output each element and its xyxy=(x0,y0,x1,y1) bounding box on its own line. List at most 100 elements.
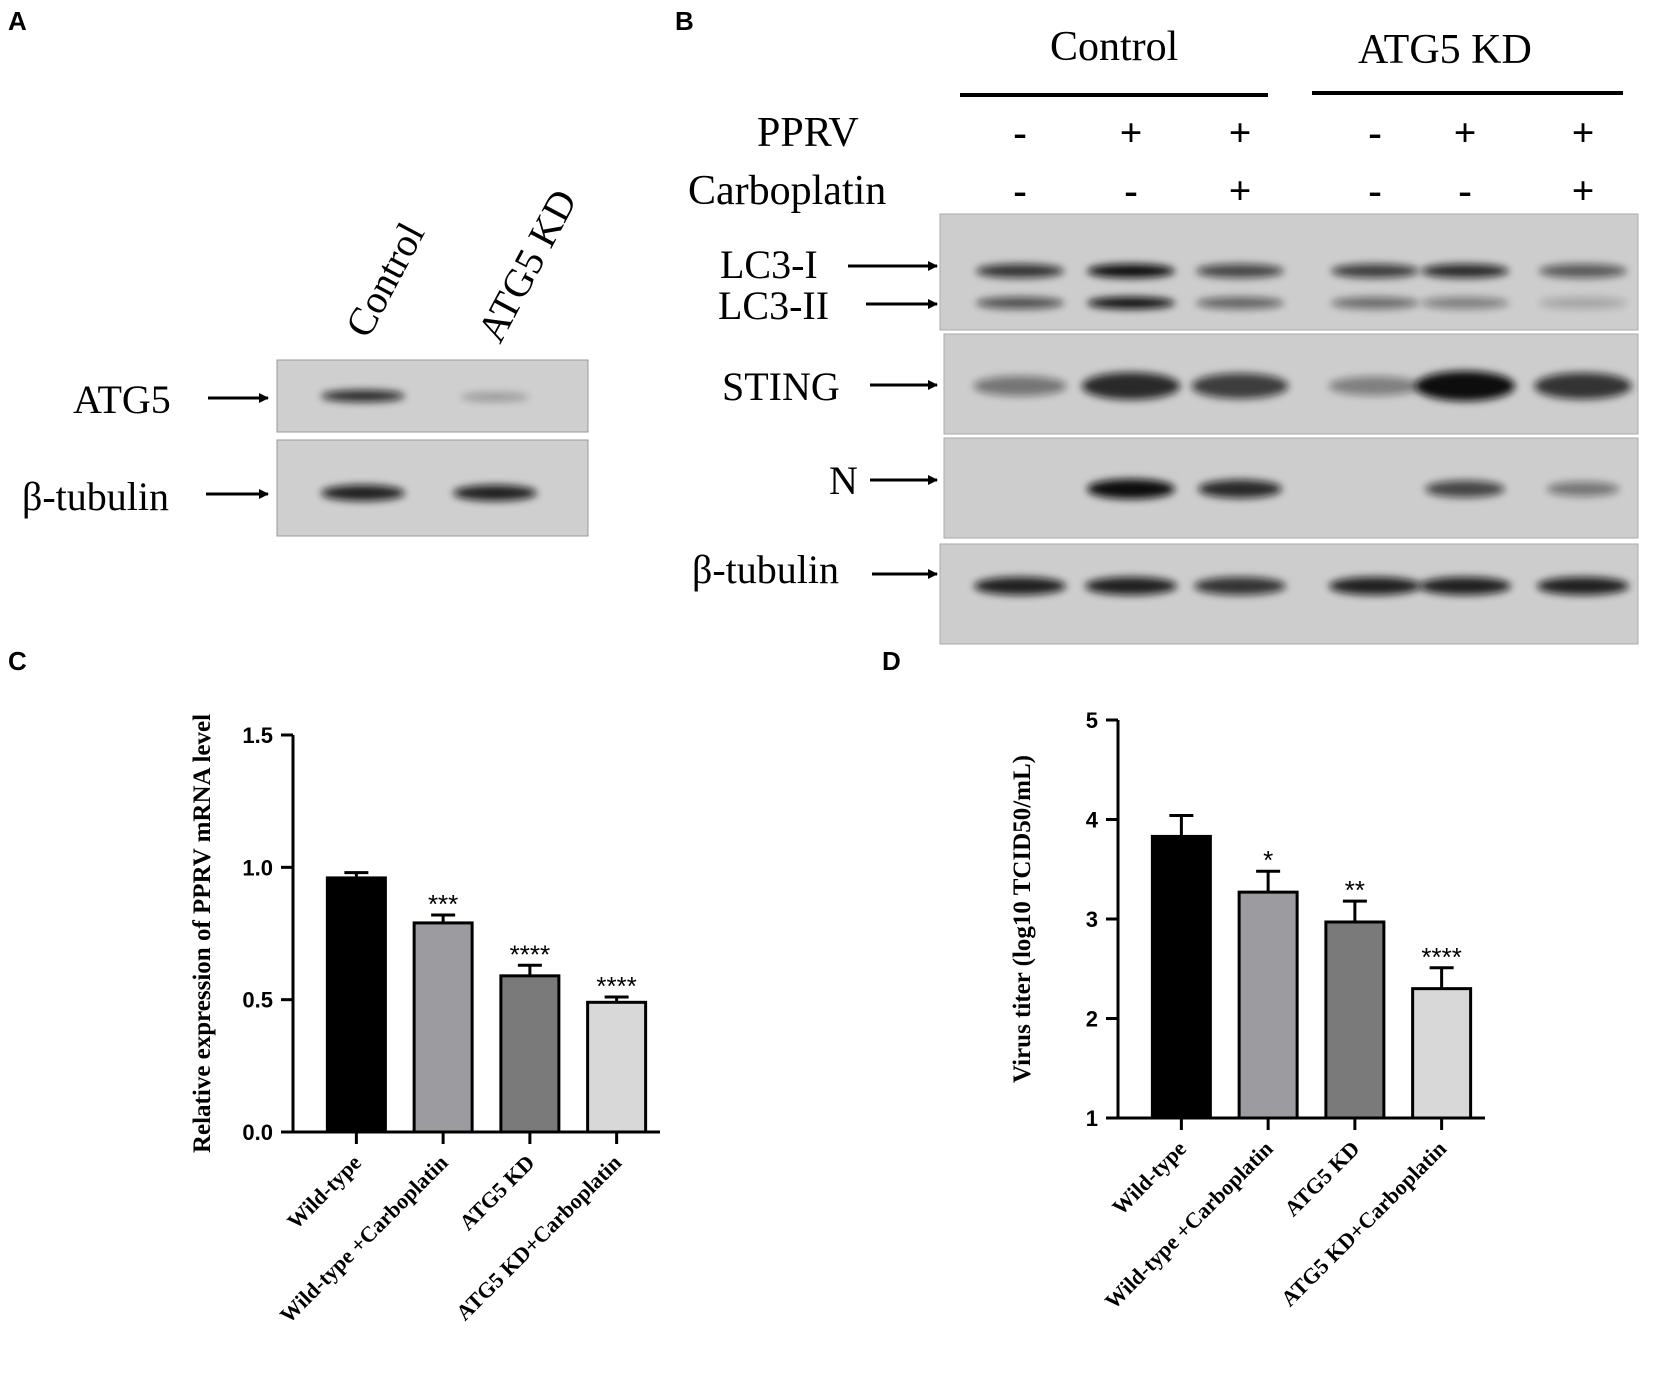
band-lc3-ii-lane-2 xyxy=(1087,297,1175,309)
panel-b-label-lc3-ii: LC3-II xyxy=(718,283,829,328)
y-axis-label: Relative expression of PPRV mRNA level xyxy=(189,714,216,1153)
x-tick-label-1: Wild-type xyxy=(282,1150,366,1234)
panel-b-condition-pprv-lane-5: + xyxy=(1454,110,1477,155)
panel-label-b: B xyxy=(675,6,694,36)
panel-a: Control ATG5 KD ATG5 β-tubulin xyxy=(22,182,589,537)
panel-a-lane-label-atg5kd: ATG5 KD xyxy=(468,182,585,349)
panel-b-bands xyxy=(973,264,1632,595)
panel-a-band-tubulin-kd xyxy=(453,485,537,501)
panel-b-condition-pprv-lane-6: + xyxy=(1572,110,1595,155)
band-sting-lane-1 xyxy=(973,375,1067,397)
band-tubulin-lane-4 xyxy=(1329,577,1421,595)
x-tick-label-4: ATG5 KD+Carboplatin xyxy=(451,1150,626,1325)
band-lc3-i-lane-3 xyxy=(1196,264,1284,278)
band-tubulin-lane-3 xyxy=(1194,577,1286,595)
panel-b-condition-pprv-lane-2: + xyxy=(1120,110,1143,155)
panel-a-lane-label-control: Control xyxy=(336,215,433,344)
panel-label-d: D xyxy=(882,646,901,676)
panel-b-condition-carboplatin-lane-2: - xyxy=(1124,168,1137,213)
y-tick-label: 5 xyxy=(1086,708,1098,733)
y-tick-label: 0.5 xyxy=(242,988,273,1013)
band-n-lane-3 xyxy=(1198,479,1282,499)
panel-b: Control ATG5 KD PPRV Carboplatin - + + - + + -… xyxy=(688,24,1639,645)
significance-label-4: **** xyxy=(1421,942,1461,972)
bar-2 xyxy=(412,921,474,1134)
x-tick-label-3: ATG5 KD xyxy=(454,1150,539,1235)
panel-a-band-atg5-kd xyxy=(461,393,529,401)
panel-b-condition-carboplatin-lane-4: - xyxy=(1368,168,1381,213)
panel-b-condition-carboplatin-lane-6: + xyxy=(1572,168,1595,213)
band-sting-lane-3 xyxy=(1191,373,1289,399)
band-n-lane-5 xyxy=(1425,480,1505,498)
band-tubulin-lane-2 xyxy=(1085,577,1177,595)
y-tick-label: 1 xyxy=(1086,1106,1098,1131)
chart-d: 1 2 3 4 5 Virus titer (log10 TCID50/mL) Wild-t… xyxy=(1009,708,1485,1314)
panel-label-c: C xyxy=(8,646,27,676)
significance-label-4: **** xyxy=(596,971,636,1001)
band-lc3-ii-lane-4 xyxy=(1331,297,1419,309)
y-tick-label: 4 xyxy=(1086,808,1099,833)
panel-b-condition-label-pprv: PPRV xyxy=(757,110,859,156)
band-lc3-i-lane-5 xyxy=(1421,264,1509,278)
significance-label-2: *** xyxy=(428,889,458,919)
panel-b-condition-carboplatin-lane-3: + xyxy=(1229,168,1252,213)
y-axis-label: Virus titer (log10 TCID50/mL) xyxy=(1009,755,1036,1083)
y-tick-label: 1.5 xyxy=(242,723,273,748)
band-tubulin-lane-1 xyxy=(974,577,1066,595)
panel-b-condition-carboplatin-lane-1: - xyxy=(1013,168,1026,213)
panel-label-a: A xyxy=(8,6,27,36)
bar-4 xyxy=(1411,987,1473,1120)
band-lc3-i-lane-6 xyxy=(1539,264,1627,278)
panel-b-label-sting: STING xyxy=(722,364,840,409)
bar-3 xyxy=(1324,920,1386,1120)
band-lc3-ii-lane-3 xyxy=(1196,297,1284,309)
band-n-lane-2 xyxy=(1087,479,1175,499)
bar-1 xyxy=(1150,834,1212,1120)
panel-b-label-tubulin: β-tubulin xyxy=(692,547,839,592)
panel-a-row-label-atg5: ATG5 xyxy=(73,377,171,422)
bar-4 xyxy=(586,1000,648,1134)
panel-a-row-label-tubulin: β-tubulin xyxy=(22,474,169,519)
panel-b-condition-pprv-lane-3: + xyxy=(1229,110,1252,155)
chart-c: 0.0 0.5 1.0 1.5 Relative expression of PPRV … xyxy=(189,714,660,1328)
panel-b-label-lc3-i: LC3-I xyxy=(720,242,818,287)
band-tubulin-lane-6 xyxy=(1537,577,1629,595)
band-sting-lane-2 xyxy=(1081,372,1181,400)
band-lc3-ii-lane-5 xyxy=(1421,297,1509,309)
bar-2 xyxy=(1237,890,1299,1120)
band-sting-lane-4 xyxy=(1328,376,1422,396)
significance-label-2: * xyxy=(1263,845,1273,875)
y-tick-label: 3 xyxy=(1086,907,1098,932)
y-tick-label: 1.0 xyxy=(242,855,273,880)
band-tubulin-lane-5 xyxy=(1419,577,1511,595)
band-lc3-ii-lane-6 xyxy=(1539,297,1627,309)
y-tick-label: 2 xyxy=(1086,1007,1098,1032)
x-tick-label-1: Wild-type xyxy=(1107,1136,1191,1220)
panel-b-group-label-atg5kd: ATG5 KD xyxy=(1358,27,1532,73)
significance-label-3: ** xyxy=(1345,875,1365,905)
panel-b-group-label-control: Control xyxy=(1050,24,1178,70)
x-tick-label-4: ATG5 KD+Carboplatin xyxy=(1276,1136,1451,1311)
panel-a-band-atg5-control xyxy=(321,390,405,402)
band-lc3-i-lane-2 xyxy=(1087,264,1175,278)
band-sting-lane-6 xyxy=(1534,372,1632,400)
panel-a-band-tubulin-control xyxy=(321,485,405,501)
panel-b-blot-tubulin xyxy=(939,543,1639,645)
band-lc3-i-lane-1 xyxy=(976,264,1064,278)
band-lc3-ii-lane-1 xyxy=(976,297,1064,309)
panel-b-condition-pprv-lane-1: - xyxy=(1013,110,1026,155)
y-tick-label: 0.0 xyxy=(242,1120,273,1145)
panel-a-blot-tubulin xyxy=(276,439,589,537)
band-lc3-i-lane-4 xyxy=(1331,264,1419,278)
panel-b-condition-label-carboplatin: Carboplatin xyxy=(688,168,886,214)
panel-b-condition-pprv-lane-4: - xyxy=(1368,110,1381,155)
bar-1 xyxy=(325,876,387,1134)
panel-b-condition-carboplatin-lane-5: - xyxy=(1458,168,1471,213)
bar-3 xyxy=(499,974,561,1134)
x-tick-label-2: Wild-type +Carboplatin xyxy=(275,1150,453,1328)
panel-b-label-n: N xyxy=(829,458,858,503)
x-tick-label-2: Wild-type +Carboplatin xyxy=(1100,1136,1278,1314)
band-sting-lane-5 xyxy=(1415,371,1515,401)
x-tick-label-3: ATG5 KD xyxy=(1279,1136,1364,1221)
significance-label-3: **** xyxy=(510,939,550,969)
